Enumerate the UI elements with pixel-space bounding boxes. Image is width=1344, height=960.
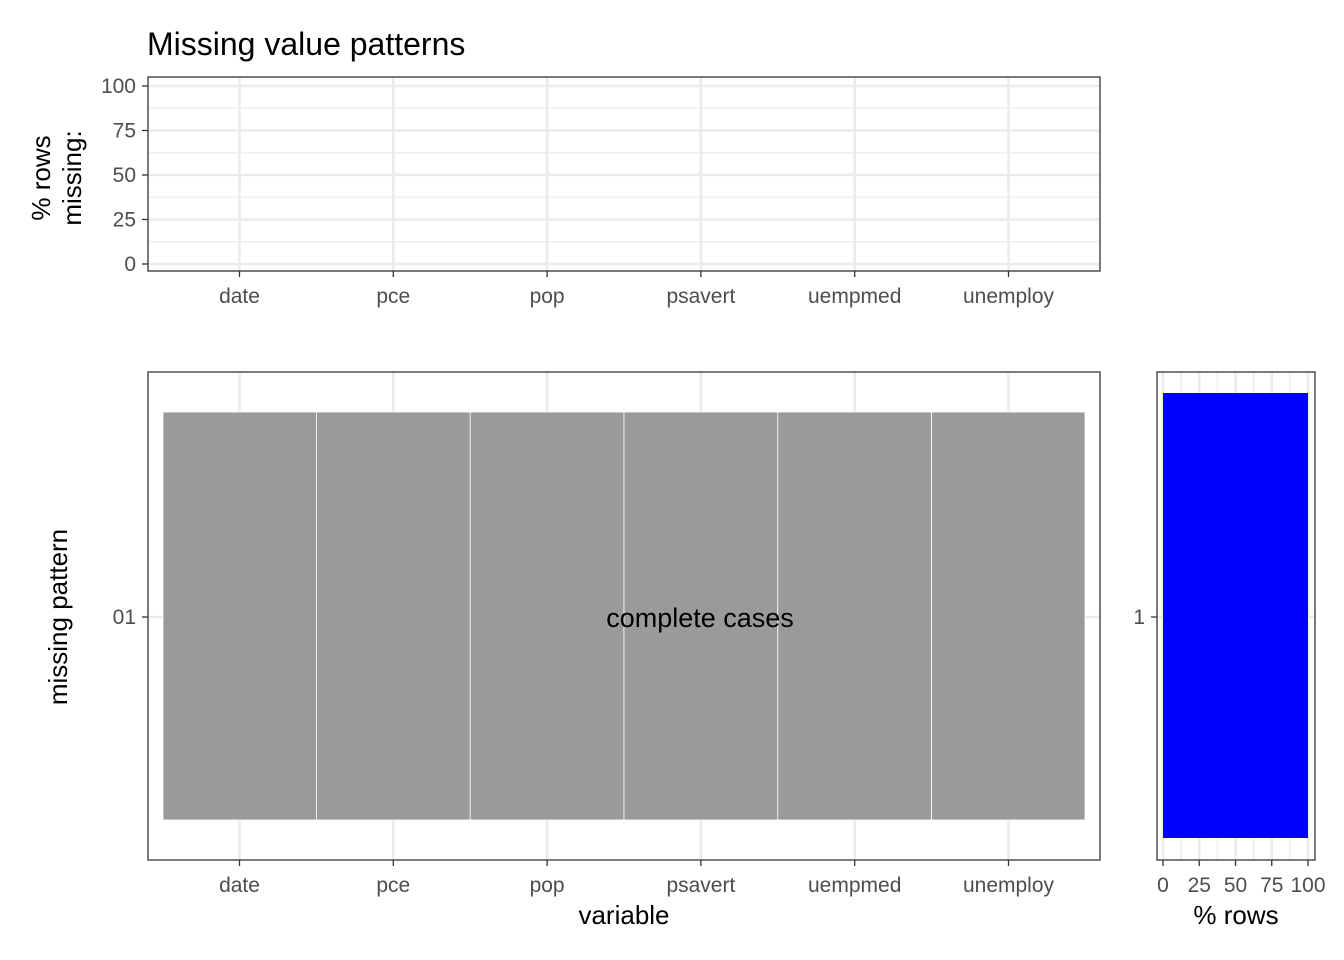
- top-x-tick-label: date: [219, 285, 260, 308]
- pattern-tile-pce: [315, 411, 471, 821]
- pattern-tile-unemploy: [931, 411, 1086, 821]
- top-y-tick-label: 100: [101, 75, 136, 98]
- main-y-tick-label: 01: [113, 606, 136, 629]
- main-x-axis-title: variable: [578, 900, 669, 930]
- main-x-tick-label: date: [219, 874, 260, 897]
- pattern-tile-psavert: [623, 411, 779, 821]
- top-panel-border: [147, 76, 1101, 272]
- complete-cases-label: complete cases: [606, 603, 794, 633]
- side-y-tick-label: 1: [1133, 606, 1145, 629]
- main-x-tick-label: uempmed: [808, 874, 901, 897]
- top-y-tick-label: 0: [124, 253, 136, 276]
- top-x-tick-label: unemploy: [963, 285, 1055, 308]
- pattern-tile-panel: complete cases 01 date pce pop psavert uempmed…: [43, 371, 1101, 930]
- main-x-tick-label: pop: [530, 874, 565, 897]
- top-missing-bar-panel: 0 25 50 75 100 date pce pop psavert uempmed unempl…: [26, 75, 1101, 308]
- main-x-tick-label: unemploy: [963, 874, 1055, 897]
- side-x-tick-label: 50: [1224, 874, 1247, 897]
- top-y-axis-title-line: % rows: [26, 135, 56, 220]
- pattern-percent-panel: 1 0 25 50 75 100 % rows: [1133, 371, 1326, 930]
- side-x-tick-label: 100: [1290, 874, 1325, 897]
- top-y-tick-label: 50: [113, 164, 136, 187]
- main-y-axis-title: missing pattern: [43, 529, 73, 705]
- main-panel-border: [147, 371, 1101, 861]
- top-y-tick-label: 25: [113, 209, 136, 232]
- pattern-tile-uempmed: [777, 411, 932, 821]
- side-x-tick-label: 75: [1260, 874, 1283, 897]
- pattern-percent-bar: [1163, 393, 1308, 838]
- chart-title: Missing value patterns: [147, 26, 465, 62]
- side-x-axis-title: % rows: [1193, 900, 1278, 930]
- top-x-tick-label: psavert: [666, 285, 735, 308]
- main-x-tick-label: psavert: [666, 874, 735, 897]
- pattern-tile-pop: [469, 411, 625, 821]
- top-y-axis-title-line: missing:: [57, 130, 87, 225]
- top-x-tick-label: uempmed: [808, 285, 901, 308]
- top-x-tick-label: pce: [376, 285, 410, 308]
- top-y-tick-label: 75: [113, 120, 136, 143]
- main-x-tick-label: pce: [376, 874, 410, 897]
- side-x-tick-label: 0: [1157, 874, 1169, 897]
- top-y-axis-title: % rowsmissing:: [26, 130, 87, 225]
- side-x-tick-label: 25: [1188, 874, 1211, 897]
- pattern-tile-date: [162, 411, 317, 821]
- top-x-tick-label: pop: [530, 285, 565, 308]
